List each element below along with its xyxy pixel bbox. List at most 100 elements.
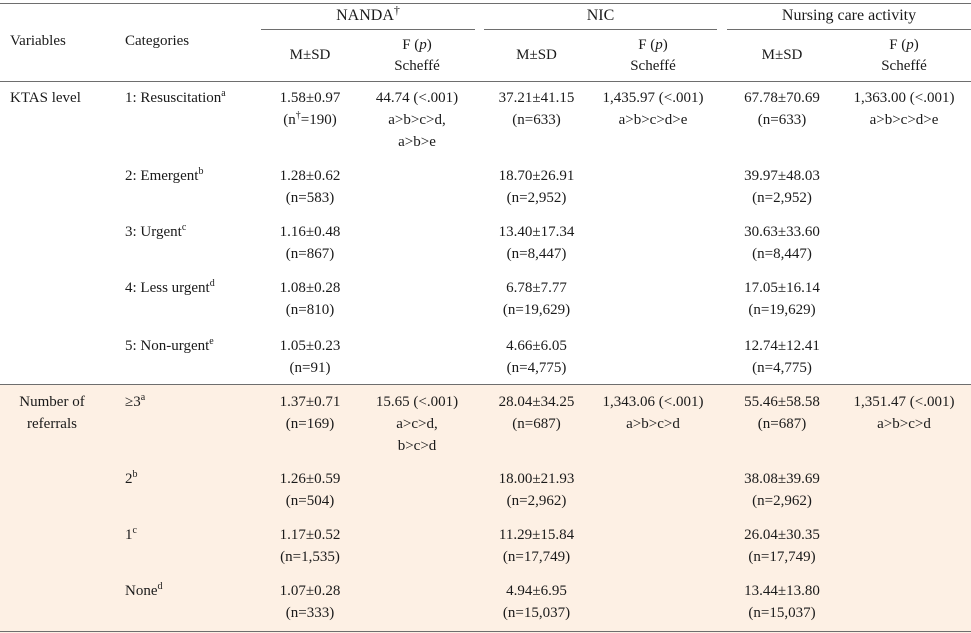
nca-msd: 13.44±13.80 (n=15,037) — [727, 580, 837, 624]
f-value: 1,343.06 (<.001) — [602, 394, 704, 410]
scheffe-result: a>b>c>d, — [388, 112, 446, 128]
msd-value: 26.04±30.35 — [744, 527, 820, 543]
scheffe-label: Scheffé — [630, 58, 676, 74]
nanda-msd: 1.07±0.28 (n=333) — [261, 580, 359, 624]
msd-value: 1.28±0.62 — [279, 168, 341, 184]
n-value: (n=8,447) — [506, 246, 567, 262]
category-label: 4: Less urgentd — [125, 277, 215, 299]
category-text: 2: Emergent — [125, 168, 199, 184]
n-value: (n=633) — [512, 112, 561, 128]
category-text: 5: Non-urgent — [125, 338, 210, 354]
dagger-marker: † — [295, 110, 301, 121]
scheffe-result: a>c>d, — [396, 416, 438, 432]
n-value: (n=1,535) — [280, 549, 340, 565]
msd-value: 1.05±0.23 — [279, 338, 341, 354]
msd-value: 17.05±16.14 — [744, 280, 820, 296]
msd-value: 1.07±0.28 — [279, 583, 341, 599]
referrals-section-background — [0, 384, 971, 633]
f-label-close: ) — [426, 37, 432, 53]
category-label: ≥3a — [125, 391, 145, 413]
msd-value: 18.00±21.93 — [498, 471, 575, 487]
nic-msd: 37.21±41.15 (n=633) — [484, 87, 589, 131]
n-value: (n=2,962) — [506, 493, 567, 509]
category-label: 2b — [125, 468, 138, 490]
category-label: 1: Resuscitationa — [125, 87, 226, 109]
msd-value: 1.58±0.97 — [279, 90, 341, 106]
msd-value: 12.74±12.41 — [744, 338, 820, 354]
msd-value: 11.29±15.84 — [498, 527, 575, 543]
msd-value: 37.21±41.15 — [498, 90, 575, 106]
nic-msd: 11.29±15.84 (n=17,749) — [484, 524, 589, 568]
n-value: (n=4,775) — [506, 360, 567, 376]
category-superscript: e — [209, 336, 214, 347]
msd-value: 1.16±0.48 — [279, 224, 341, 240]
p-label: p — [655, 37, 663, 53]
f-value: 1,435.97 (<.001) — [602, 90, 704, 106]
nanda-msd: 1.17±0.52 (n=1,535) — [261, 524, 359, 568]
n-value: (n=687) — [757, 416, 807, 432]
scheffe-result: a>b>c>d — [877, 416, 931, 432]
header-group-nursing-care-activity: Nursing care activity — [781, 7, 917, 24]
subheader-msd: M±SD — [289, 47, 331, 63]
variable-number-of-referrals: Number of referrals — [10, 391, 94, 435]
n-value: (n=169) — [285, 416, 335, 432]
msd-value: 13.40±17.34 — [498, 224, 575, 240]
n-value: (n=687) — [512, 416, 561, 432]
nca-group-rule — [727, 29, 971, 30]
f-value: 44.74 (<.001) — [375, 90, 459, 106]
header-group-nanda: NANDA† — [261, 3, 475, 27]
nic-msd: 4.94±6.95 (n=15,037) — [484, 580, 589, 624]
scheffe-result: a>b>c>d>e — [869, 112, 939, 128]
n-value: (n=15,037) — [748, 605, 816, 621]
f-label: F ( — [638, 37, 656, 53]
nca-msd: 38.08±39.69 (n=2,962) — [727, 468, 837, 512]
msd-value: 1.37±0.71 — [279, 394, 341, 410]
nanda-f-scheffe: 15.65 (<.001) a>c>d, b>c>d — [359, 391, 475, 457]
scheffe-result: a>b>e — [398, 134, 436, 150]
nca-msd: 12.74±12.41 (n=4,775) — [727, 335, 837, 379]
category-superscript: d — [209, 278, 215, 289]
category-superscript: a — [221, 88, 226, 99]
n-value: (n=8,447) — [752, 246, 812, 262]
category-superscript: c — [132, 525, 137, 536]
nanda-msd: 1.08±0.28 (n=810) — [261, 277, 359, 321]
category-label: 2: Emergentb — [125, 165, 203, 187]
nic-msd: 4.66±6.05 (n=4,775) — [484, 335, 589, 379]
nic-msd: 13.40±17.34 (n=8,447) — [484, 221, 589, 265]
n-value: (n=810) — [285, 302, 335, 318]
n-prefix: (n — [283, 112, 296, 128]
f-label-close: ) — [662, 37, 668, 53]
category-text: 3: Urgent — [125, 224, 182, 240]
f-label: F ( — [889, 37, 907, 53]
msd-value: 1.26±0.59 — [279, 471, 341, 487]
n-value: (n=583) — [285, 190, 335, 206]
msd-value: 28.04±34.25 — [498, 394, 575, 410]
category-text: ≥3 — [125, 394, 141, 410]
nca-f-scheffe: 1,363.00 (<.001) a>b>c>d>e — [837, 87, 971, 131]
f-value: 1,363.00 (<.001) — [853, 90, 955, 106]
msd-value: 30.63±33.60 — [744, 224, 820, 240]
subheader-msd: M±SD — [516, 47, 557, 63]
scheffe-result: a>b>c>d — [626, 416, 680, 432]
variable-line: Number of — [19, 394, 85, 410]
nic-msd: 18.00±21.93 (n=2,962) — [484, 468, 589, 512]
variable-ktas-level: KTAS level — [10, 90, 81, 106]
nanda-msd: 1.28±0.62 (n=583) — [261, 165, 359, 209]
n-value: (n=4,775) — [752, 360, 812, 376]
scheffe-label: Scheffé — [394, 58, 440, 74]
msd-value: 4.66±6.05 — [506, 338, 567, 354]
n-value: (n=2,952) — [506, 190, 567, 206]
header-bottom-rule — [0, 81, 971, 82]
nanda-msd: 1.58±0.97 (n†=190) — [261, 87, 359, 131]
nanda-group-rule — [261, 29, 475, 30]
scheffe-label: Scheffé — [881, 58, 927, 74]
f-value: 1,351.47 (<.001) — [853, 394, 955, 410]
nic-group-rule — [484, 29, 717, 30]
category-label: 5: Non-urgente — [125, 335, 214, 357]
msd-value: 4.94±6.95 — [506, 583, 567, 599]
category-text: 2 — [125, 471, 133, 487]
header-variables: Variables — [10, 33, 66, 49]
header-group-nic: NIC — [586, 7, 615, 24]
nca-f-scheffe: 1,351.47 (<.001) a>b>c>d — [837, 391, 971, 435]
nca-msd: 55.46±58.58 (n=687) — [727, 391, 837, 435]
